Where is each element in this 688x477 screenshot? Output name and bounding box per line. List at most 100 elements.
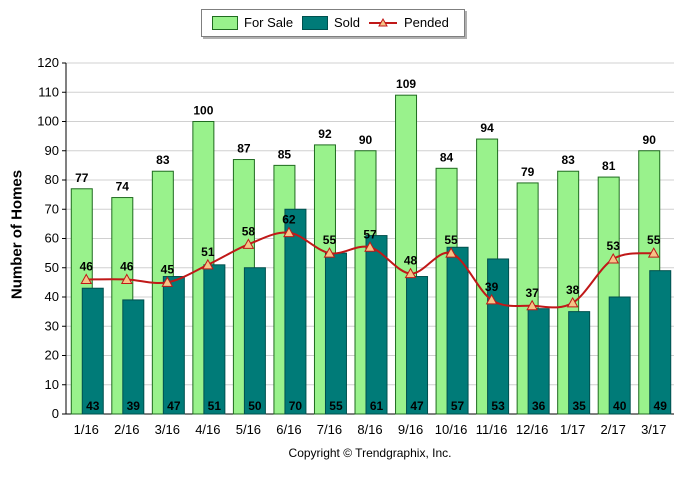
data-label-pended: 62 [282,213,296,227]
data-label-sold: 40 [613,399,627,413]
x-tick-label: 6/16 [276,422,301,437]
x-tick-label: 1/17 [560,422,585,437]
y-tick-label: 40 [45,289,59,304]
data-label-sold: 36 [532,399,546,413]
data-label-for-sale: 109 [396,77,416,91]
data-label-sold: 51 [208,399,222,413]
data-label-sold: 47 [167,399,181,413]
marker-pended [445,247,457,258]
y-tick-label: 60 [45,231,59,246]
x-tick-label: 9/16 [398,422,423,437]
legend-line-pended [369,17,397,27]
bar-sold [527,308,550,415]
marker-pended [404,267,417,279]
x-tick-label: 3/17 [641,422,666,437]
data-label-for-sale: 85 [278,147,292,161]
x-tick-label: 11/16 [476,422,508,437]
data-label-pended: 55 [647,233,661,247]
data-label-for-sale: 84 [440,150,454,164]
x-tick-label: 12/16 [516,422,549,437]
data-label-sold: 55 [329,399,343,413]
data-label-pended: 51 [201,245,215,259]
y-tick-label: 10 [45,377,59,392]
marker-pended [242,238,255,249]
x-tick-label: 3/16 [155,422,180,437]
data-label-for-sale: 90 [359,133,373,147]
x-tick-label: 10/16 [435,422,468,437]
marker-pended [566,296,579,308]
x-tick-label: 4/16 [195,422,220,437]
marker-pended [485,293,498,305]
data-label-for-sale: 100 [193,104,213,118]
legend-label-for-sale: For Sale [244,15,294,30]
data-label-sold: 53 [491,399,505,413]
y-tick-label: 30 [45,318,59,333]
data-label-pended: 39 [485,280,499,294]
y-tick-label: 80 [45,172,59,187]
bar-sold [649,270,672,415]
x-tick-label: 2/16 [114,422,139,437]
bar-sold [284,208,307,415]
y-tick-label: 50 [45,260,59,275]
marker-pended [647,247,660,258]
data-label-sold: 49 [654,399,668,413]
marker-pended [161,276,174,287]
legend-swatch-sold [302,16,328,30]
data-label-pended: 45 [161,262,175,276]
x-tick-label: 5/16 [236,422,261,437]
bar-sold [122,299,145,415]
data-label-pended: 53 [607,239,621,253]
data-label-sold: 43 [86,399,100,413]
y-tick-label: 0 [52,406,59,421]
bar-sold [162,276,185,415]
data-label-for-sale: 83 [156,153,170,167]
data-label-pended: 46 [120,259,134,273]
data-label-pended: 37 [525,286,539,300]
y-tick-label: 120 [37,55,59,70]
bar-sold [365,235,388,415]
x-tick-label: 7/16 [317,422,342,437]
data-label-for-sale: 92 [318,127,332,141]
marker-pended [283,226,295,238]
data-label-for-sale: 79 [521,165,535,179]
data-label-for-sale: 74 [116,180,130,194]
marker-pended [120,273,133,284]
marker-pended [526,299,538,311]
data-label-pended: 48 [404,254,418,268]
y-tick-label: 20 [45,348,59,363]
bar-sold [203,264,226,415]
data-label-for-sale: 87 [237,142,251,156]
data-label-for-sale: 83 [561,153,575,167]
x-tick-label: 2/17 [601,422,626,437]
bar-sold [81,287,104,415]
marker-pended [202,258,214,270]
data-label-pended: 58 [242,224,256,238]
x-tick-label: 8/16 [357,422,382,437]
data-label-for-sale: 90 [643,133,657,147]
marker-pended [607,252,620,264]
bar-sold [406,276,429,415]
bar-sold [243,267,266,415]
data-label-pended: 46 [80,259,94,273]
y-tick-label: 90 [45,143,59,158]
data-label-sold: 35 [572,399,586,413]
x-tick-label: 1/16 [74,422,99,437]
marker-pended [364,241,376,252]
y-tick-label: 70 [45,201,59,216]
copyright-text: Copyright © Trendgraphix, Inc. [288,446,452,460]
marker-pended [80,273,93,284]
data-label-for-sale: 77 [75,171,89,185]
data-label-for-sale: 81 [602,159,616,173]
y-tick-label: 110 [38,84,59,99]
data-label-sold: 70 [289,399,303,413]
data-label-sold: 39 [127,399,141,413]
data-label-sold: 57 [451,399,465,413]
bar-sold [608,296,631,415]
legend: For Sale Sold Pended [201,9,465,37]
data-label-for-sale: 94 [480,121,494,135]
bar-sold [324,252,347,415]
bar-sold [446,246,469,415]
bar-sold [568,311,591,415]
